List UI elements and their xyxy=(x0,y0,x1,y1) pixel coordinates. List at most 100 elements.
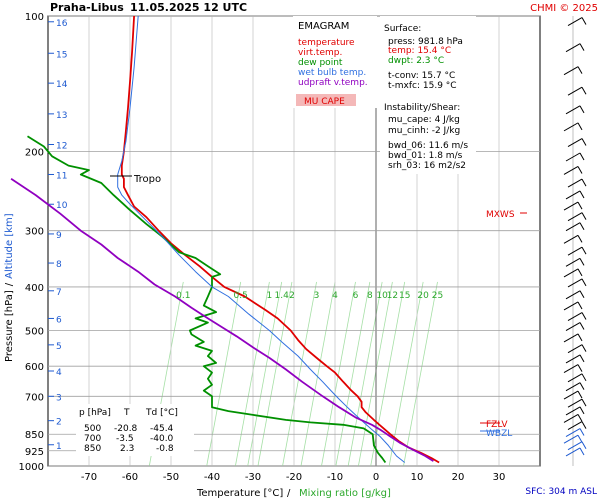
profile-series xyxy=(10,15,440,464)
wind-barb xyxy=(579,406,585,415)
wind-barb xyxy=(581,398,587,407)
legend-item-virt-temp: virt.temp. xyxy=(298,48,342,58)
wind-barb xyxy=(567,312,583,321)
wind-barb xyxy=(563,234,579,244)
wind-barb xyxy=(565,354,581,364)
wind-barb xyxy=(567,344,583,354)
mixing-ratio-line xyxy=(358,281,393,467)
mu-cape-value: mu_cape: 4 J/kg xyxy=(388,115,460,125)
wind-barb xyxy=(563,122,579,132)
wind-barb xyxy=(563,364,579,374)
wind-barb xyxy=(581,86,587,95)
altitude-tick-label: 8 xyxy=(56,260,62,270)
legend-title: EMAGRAM xyxy=(298,21,349,32)
wind-barb xyxy=(567,17,583,26)
wind-barb xyxy=(581,421,587,429)
surface-tmxfc: t-mxfc: 15.9 °C xyxy=(388,81,457,91)
series-temperature xyxy=(120,15,440,464)
mixing-ratio-label: 1 xyxy=(267,291,273,301)
credit-label: CHMI © 2025 xyxy=(530,3,598,14)
wind-barb xyxy=(577,390,583,399)
station-name: Praha-Libus xyxy=(50,1,124,14)
wind-barb xyxy=(563,301,579,311)
fzl-label: FZLV xyxy=(486,420,508,430)
mixing-ratio-line xyxy=(300,281,336,467)
altitude-tick-label: 2 xyxy=(56,418,62,428)
wind-barb xyxy=(577,434,583,443)
altitude-tick-label: 1 xyxy=(56,442,62,452)
wind-barb xyxy=(567,421,583,431)
altitude-tick-label: 15 xyxy=(56,50,67,60)
wind-barb xyxy=(567,441,583,451)
wind-barb xyxy=(563,434,579,444)
wind-barb xyxy=(577,414,583,422)
mixing-ratio-label: 10 xyxy=(376,291,388,301)
bwd-06-value: bwd_06: 11.6 m/s xyxy=(388,141,468,151)
info-panel: Surface: press: 981.8 hPa temp: 15.4 °C … xyxy=(380,16,476,174)
y-tick-label: 400 xyxy=(25,283,44,294)
y-tick-label: 500 xyxy=(25,327,44,338)
level-table-cell: -45.4 xyxy=(150,424,174,434)
altitude-tick-label: 13 xyxy=(56,111,67,121)
y-axis-title: Pressure [hPa] / Altitude [km] xyxy=(4,213,15,362)
mu-cape-button[interactable] xyxy=(296,94,356,106)
mixing-ratio-line xyxy=(321,281,356,467)
mixing-ratio-label: 0.5 xyxy=(234,291,248,301)
mixing-ratio-label: 6 xyxy=(353,291,359,301)
altitude-tick-label: 7 xyxy=(56,288,62,298)
wind-barb xyxy=(579,354,585,363)
wind-barb xyxy=(579,382,585,390)
x-tick-label: 0 xyxy=(373,472,379,483)
instability-title: Instability/Shear: xyxy=(384,103,460,113)
series-dew-point xyxy=(27,135,387,464)
mixing-ratio-label: 15 xyxy=(399,291,410,301)
y-tick-label: 100 xyxy=(25,12,44,23)
x-axis-title-temp: Temperature [°C] xyxy=(196,488,283,499)
y-tick-label: 300 xyxy=(25,227,44,238)
level-table-cell: -40.0 xyxy=(150,434,174,444)
wind-barb xyxy=(581,246,587,255)
x-tick-label: -40 xyxy=(204,472,220,483)
series-udpraft-v-temp- xyxy=(10,178,434,462)
mixing-ratio-label: 0.1 xyxy=(176,291,190,301)
wind-barb xyxy=(565,447,581,457)
x-tick-labels: -70 -60 -50 -40 -30 -20 -10 0 10 20 30 xyxy=(81,472,506,483)
wind-barb xyxy=(581,344,587,352)
wind-barb xyxy=(581,373,587,382)
level-table-cell: 500 xyxy=(84,424,101,434)
level-table-cell: 2.3 xyxy=(120,444,134,454)
wind-barb xyxy=(577,235,583,243)
x-axis-title-sep: / xyxy=(287,488,291,499)
surface-press: press: 981.8 hPa xyxy=(388,37,463,47)
wind-barb xyxy=(563,268,579,278)
wind-barb xyxy=(581,312,587,320)
legend-item-temperature: temperature xyxy=(298,38,355,48)
wind-barb xyxy=(577,122,583,131)
mixing-ratio-label: 12 xyxy=(387,291,398,301)
x-tick-label: 10 xyxy=(411,472,424,483)
x-axis-title-mix: Mixing ratio [g/kg] xyxy=(299,488,391,499)
y-tick-labels: 100 200 300 400 500 600 700 850 925 1000 xyxy=(19,12,44,473)
wind-barb xyxy=(565,382,581,392)
mixing-ratio-line xyxy=(235,281,270,467)
altitude-tick-label: 10 xyxy=(56,201,68,211)
x-tick-label: -30 xyxy=(245,472,261,483)
altitude-tick-label: 16 xyxy=(56,19,68,29)
srh-03-value: srh_03: 16 m2/s2 xyxy=(388,161,466,171)
altitude-tick-label: 5 xyxy=(56,342,62,352)
x-tick-label: -70 xyxy=(81,472,97,483)
altitude-tick-label: 14 xyxy=(56,80,68,90)
altitude-tick-label: 3 xyxy=(56,393,62,403)
surface-title: Surface: xyxy=(384,24,421,34)
mxws-label: MXWS xyxy=(486,210,515,220)
series-wet-bulb-temp- xyxy=(117,15,406,463)
wind-barb xyxy=(563,413,579,423)
wind-barb xyxy=(567,246,583,256)
wind-barb xyxy=(567,138,583,147)
y-tick-label: 850 xyxy=(25,430,44,441)
wind-barb xyxy=(577,201,583,210)
wind-barb xyxy=(579,105,585,114)
wind-barb xyxy=(563,390,579,400)
wind-barb xyxy=(563,166,579,175)
